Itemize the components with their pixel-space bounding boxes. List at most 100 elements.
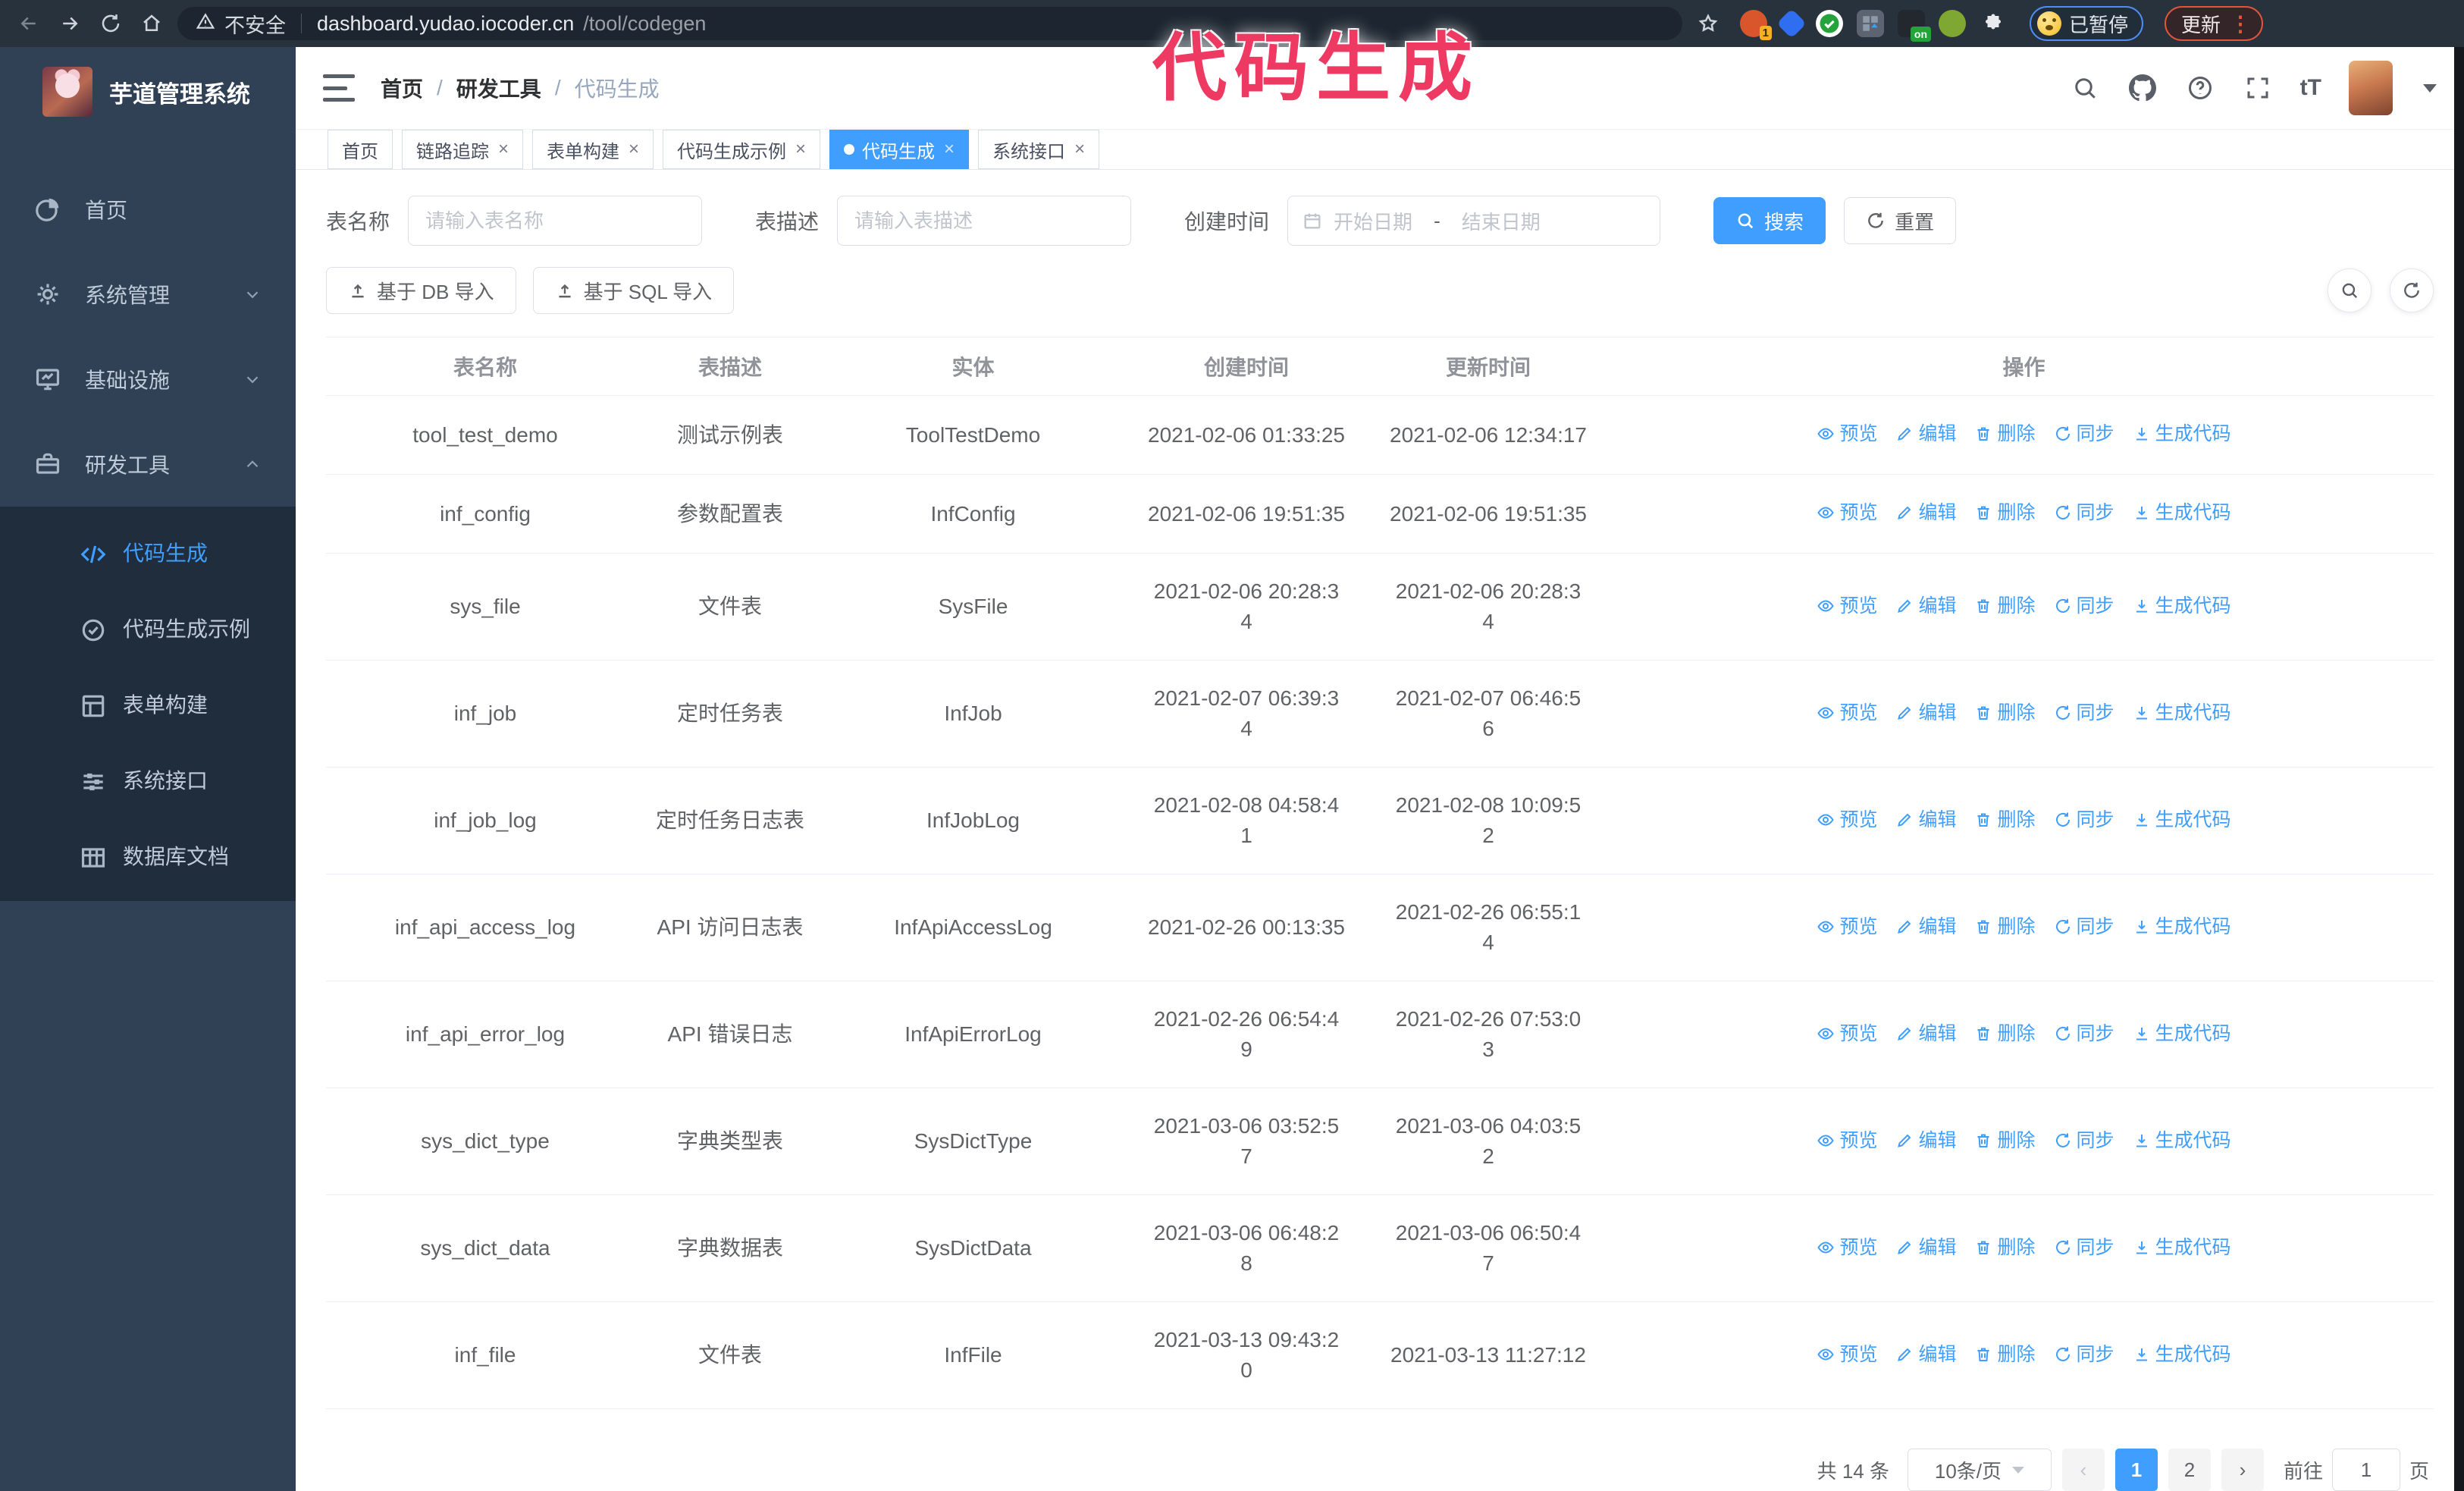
table-desc-field[interactable] — [837, 196, 1132, 246]
action-生成代码[interactable]: 生成代码 — [2133, 1125, 2231, 1156]
import-db-button[interactable]: 基于 DB 导入 — [326, 267, 516, 314]
action-编辑[interactable]: 编辑 — [1895, 1125, 1956, 1156]
action-同步[interactable]: 同步 — [2054, 698, 2114, 728]
reset-button[interactable]: 重置 — [1844, 197, 1957, 244]
action-同步[interactable]: 同步 — [2054, 591, 2114, 621]
table-name-field[interactable] — [408, 196, 703, 246]
tab-链路追踪[interactable]: 链路追踪 × — [402, 130, 524, 169]
breadcrumb-item[interactable]: 首页 — [381, 77, 424, 101]
action-预览[interactable]: 预览 — [1817, 591, 1877, 621]
browser-back-icon[interactable] — [14, 8, 44, 39]
tab-表单构建[interactable]: 表单构建 × — [532, 130, 654, 169]
action-生成代码[interactable]: 生成代码 — [2133, 1019, 2231, 1049]
extension-icon-grid[interactable] — [1857, 10, 1884, 37]
action-预览[interactable]: 预览 — [1817, 912, 1877, 942]
action-预览[interactable]: 预览 — [1817, 498, 1877, 528]
github-icon[interactable] — [2127, 73, 2158, 103]
fullscreen-icon[interactable] — [2243, 73, 2273, 103]
page-button-2[interactable]: 2 — [2168, 1449, 2211, 1491]
page-button-1[interactable]: 1 — [2114, 1449, 2158, 1491]
action-生成代码[interactable]: 生成代码 — [2133, 498, 2231, 528]
chevron-down-icon[interactable] — [2423, 83, 2437, 93]
sidebar-subitem-代码生成[interactable]: 代码生成 — [0, 514, 296, 590]
extension-icon-green-check[interactable] — [1816, 10, 1843, 37]
browser-reload-icon[interactable] — [96, 8, 126, 39]
action-删除[interactable]: 删除 — [1974, 591, 2036, 621]
goto-page-input[interactable] — [2331, 1449, 2400, 1491]
action-编辑[interactable]: 编辑 — [1895, 805, 1956, 835]
font-size-icon[interactable]: tT — [2299, 75, 2321, 100]
action-同步[interactable]: 同步 — [2054, 1232, 2114, 1263]
sidebar-subitem-代码生成示例[interactable]: 代码生成示例 — [0, 590, 296, 666]
action-预览[interactable]: 预览 — [1817, 1125, 1877, 1156]
toggle-search-button[interactable] — [2328, 268, 2372, 312]
action-同步[interactable]: 同步 — [2054, 912, 2114, 942]
sidebar-subitem-系统接口[interactable]: 系统接口 — [0, 742, 296, 818]
action-同步[interactable]: 同步 — [2054, 419, 2114, 449]
action-同步[interactable]: 同步 — [2054, 498, 2114, 528]
action-同步[interactable]: 同步 — [2054, 805, 2114, 835]
action-删除[interactable]: 删除 — [1974, 1019, 2036, 1049]
action-删除[interactable]: 删除 — [1974, 1125, 2036, 1156]
action-删除[interactable]: 删除 — [1974, 498, 2036, 528]
extension-icon-orange[interactable]: 1 — [1740, 10, 1772, 40]
app-logo[interactable]: 芋道管理系统 — [0, 47, 296, 137]
action-编辑[interactable]: 编辑 — [1895, 698, 1956, 728]
action-删除[interactable]: 删除 — [1974, 698, 2036, 728]
action-同步[interactable]: 同步 — [2054, 1339, 2114, 1370]
extensions-puzzle-icon[interactable] — [1980, 10, 2007, 37]
date-range-picker[interactable]: 开始日期 - 结束日期 — [1287, 196, 1661, 246]
action-生成代码[interactable]: 生成代码 — [2133, 912, 2231, 942]
table-name-input[interactable] — [425, 209, 685, 233]
search-button[interactable]: 搜索 — [1713, 197, 1826, 244]
avatar[interactable] — [2349, 61, 2393, 115]
close-icon[interactable]: × — [795, 139, 807, 159]
action-编辑[interactable]: 编辑 — [1895, 498, 1956, 528]
action-预览[interactable]: 预览 — [1817, 1339, 1877, 1370]
action-生成代码[interactable]: 生成代码 — [2133, 805, 2231, 835]
browser-forward-icon[interactable] — [55, 8, 85, 39]
action-生成代码[interactable]: 生成代码 — [2133, 591, 2231, 621]
close-icon[interactable]: × — [498, 139, 509, 159]
sidebar-item-基础设施[interactable]: 基础设施 — [0, 337, 296, 422]
sidebar-subitem-表单构建[interactable]: 表单构建 — [0, 666, 296, 742]
action-编辑[interactable]: 编辑 — [1895, 912, 1956, 942]
action-编辑[interactable]: 编辑 — [1895, 1232, 1956, 1263]
sidebar-subitem-数据库文档[interactable]: 数据库文档 — [0, 818, 296, 893]
action-生成代码[interactable]: 生成代码 — [2133, 698, 2231, 728]
breadcrumb-item[interactable]: 研发工具 — [456, 77, 541, 101]
close-icon[interactable]: × — [629, 139, 640, 159]
action-编辑[interactable]: 编辑 — [1895, 1339, 1956, 1370]
refresh-table-button[interactable] — [2390, 268, 2434, 312]
action-删除[interactable]: 删除 — [1974, 419, 2036, 449]
action-预览[interactable]: 预览 — [1817, 419, 1877, 449]
prev-page-button[interactable]: ‹ — [2061, 1449, 2105, 1491]
close-icon[interactable]: × — [1074, 139, 1086, 159]
action-预览[interactable]: 预览 — [1817, 1232, 1877, 1263]
action-编辑[interactable]: 编辑 — [1895, 591, 1956, 621]
tab-首页[interactable]: 首页 — [328, 130, 393, 169]
action-删除[interactable]: 删除 — [1974, 1339, 2036, 1370]
action-同步[interactable]: 同步 — [2054, 1019, 2114, 1049]
action-生成代码[interactable]: 生成代码 — [2133, 1339, 2231, 1370]
action-同步[interactable]: 同步 — [2054, 1125, 2114, 1156]
sidebar-item-系统管理[interactable]: 系统管理 — [0, 252, 296, 337]
extension-icon-green[interactable] — [1939, 10, 1966, 37]
tab-代码生成示例[interactable]: 代码生成示例 × — [663, 130, 821, 169]
action-删除[interactable]: 删除 — [1974, 912, 2036, 942]
extension-icon-dark[interactable]: on — [1898, 10, 1931, 42]
browser-home-icon[interactable] — [136, 8, 167, 39]
tab-代码生成[interactable]: 代码生成 × — [829, 130, 970, 169]
action-预览[interactable]: 预览 — [1817, 1019, 1877, 1049]
action-删除[interactable]: 删除 — [1974, 1232, 2036, 1263]
page-scrollbar[interactable] — [2454, 47, 2464, 1491]
import-sql-button[interactable]: 基于 SQL 导入 — [532, 267, 735, 314]
action-生成代码[interactable]: 生成代码 — [2133, 1232, 2231, 1263]
action-预览[interactable]: 预览 — [1817, 698, 1877, 728]
action-预览[interactable]: 预览 — [1817, 805, 1877, 835]
url-bar[interactable]: 不安全 dashboard.yudao.iocoder.cn/tool/code… — [177, 7, 1682, 40]
action-删除[interactable]: 删除 — [1974, 805, 2036, 835]
paused-extension-badge[interactable]: 已暂停 — [2030, 6, 2144, 41]
bookmark-star-icon[interactable] — [1693, 8, 1723, 39]
next-page-button[interactable]: › — [2221, 1449, 2264, 1491]
